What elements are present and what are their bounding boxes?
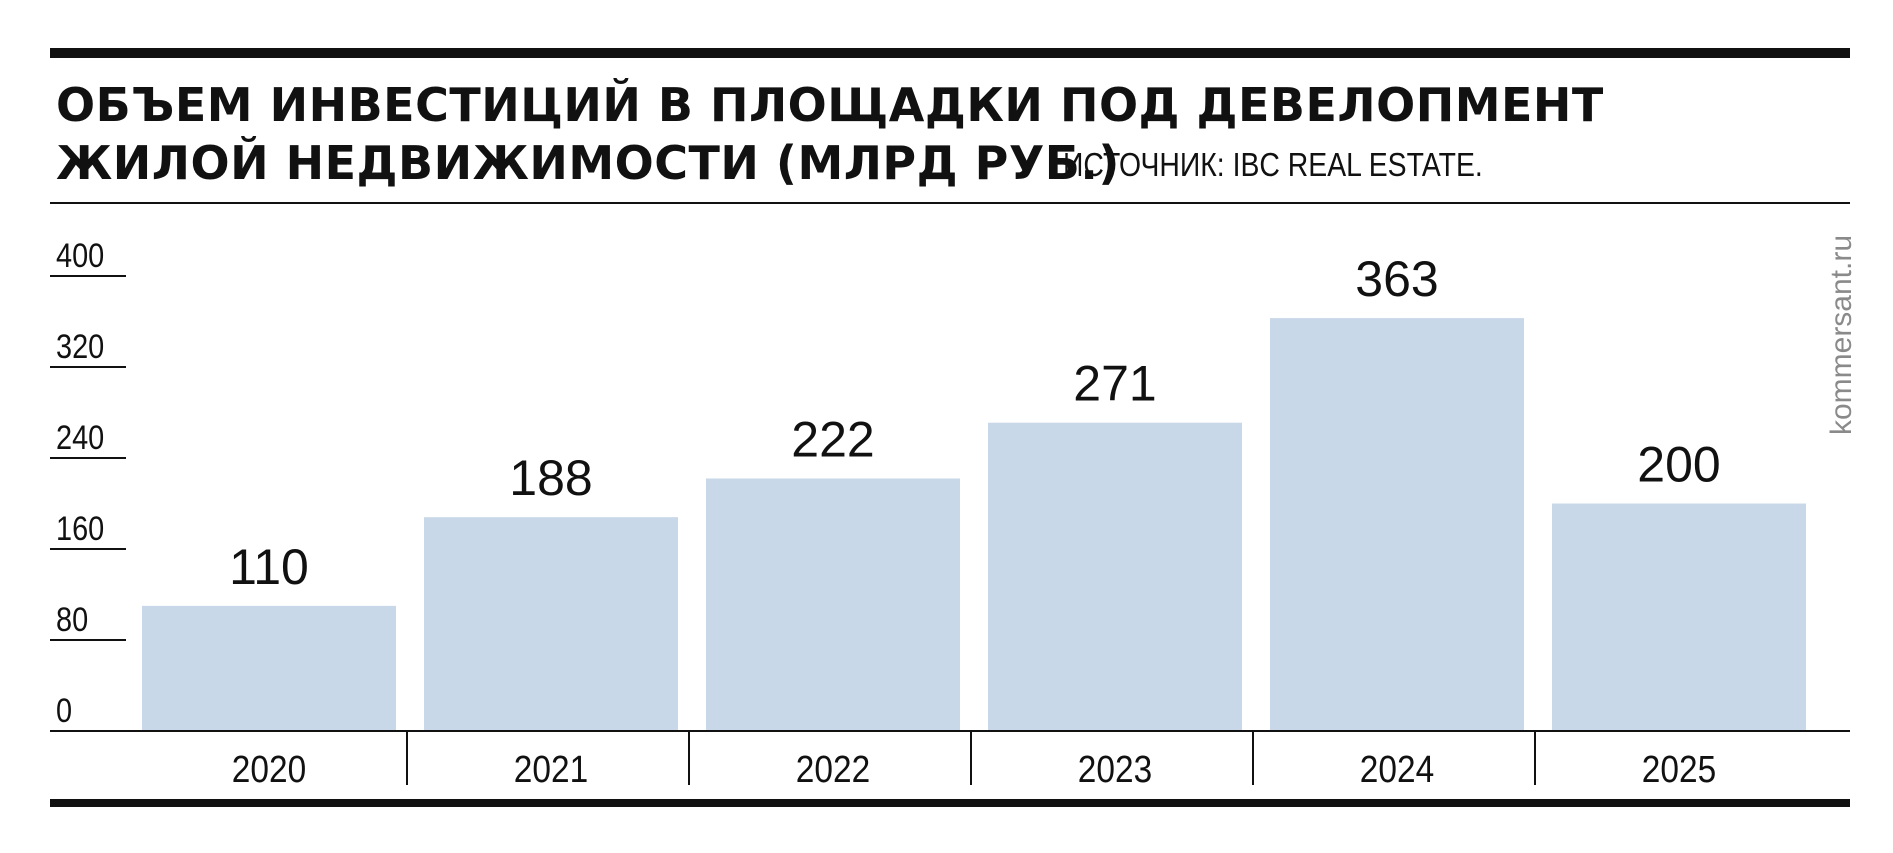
bar-2020 bbox=[142, 605, 396, 731]
bar-2023 bbox=[988, 422, 1242, 731]
chart-title-line-1: ОБЪЕМ ИНВЕСТИЦИЙ В ПЛОЩАДКИ ПОД ДЕВЕЛОПМ… bbox=[56, 78, 1604, 132]
y-tick-label-160: 160 bbox=[56, 509, 104, 548]
y-axis: 0 80 160 240 320 400 bbox=[50, 236, 126, 730]
bar-value-label-2025: 200 bbox=[1637, 437, 1720, 493]
bar-value-label-2021: 188 bbox=[509, 450, 592, 506]
x-tick-label-2021: 2021 bbox=[514, 748, 588, 790]
bar-value-label-2024: 363 bbox=[1355, 251, 1438, 307]
x-tick-label-2025: 2025 bbox=[1642, 748, 1716, 790]
y-tick-label-0: 0 bbox=[56, 691, 72, 730]
bar-2022 bbox=[706, 478, 960, 731]
y-tick-label-80: 80 bbox=[56, 600, 88, 639]
x-tick-label-2022: 2022 bbox=[796, 748, 870, 790]
bar-value-label-2020: 110 bbox=[229, 539, 309, 595]
x-axis: 2020 2021 2022 2023 2024 2025 bbox=[50, 730, 1850, 790]
bottom-rule bbox=[50, 799, 1850, 807]
header-divider bbox=[50, 202, 1850, 204]
chart-title: ОБЪЕМ ИНВЕСТИЦИЙ В ПЛОЩАДКИ ПОД ДЕВЕЛОПМ… bbox=[56, 76, 1604, 192]
x-tick-label-2020: 2020 bbox=[232, 748, 306, 790]
y-tick-label-400: 400 bbox=[56, 236, 104, 275]
x-tick-label-2023: 2023 bbox=[1078, 748, 1152, 790]
bar-value-labels: 110 188 222 271 363 200 bbox=[229, 251, 1721, 595]
y-tick-label-320: 320 bbox=[56, 327, 104, 366]
bar-2025 bbox=[1552, 503, 1806, 731]
bar-2024 bbox=[1270, 318, 1524, 731]
top-rule bbox=[50, 48, 1850, 58]
chart-title-line-2: ЖИЛОЙ НЕДВИЖИМОСТИ (МЛРД РУБ.) bbox=[56, 136, 1120, 190]
source-note: ИСТОЧНИК: IBC REAL ESTATE. bbox=[1063, 146, 1483, 183]
bar-value-label-2023: 271 bbox=[1073, 356, 1156, 412]
bars bbox=[142, 318, 1806, 731]
x-tick-label-2024: 2024 bbox=[1360, 748, 1434, 790]
bar-2021 bbox=[424, 517, 678, 731]
bar-value-label-2022: 222 bbox=[791, 411, 874, 467]
y-tick-label-240: 240 bbox=[56, 418, 104, 457]
